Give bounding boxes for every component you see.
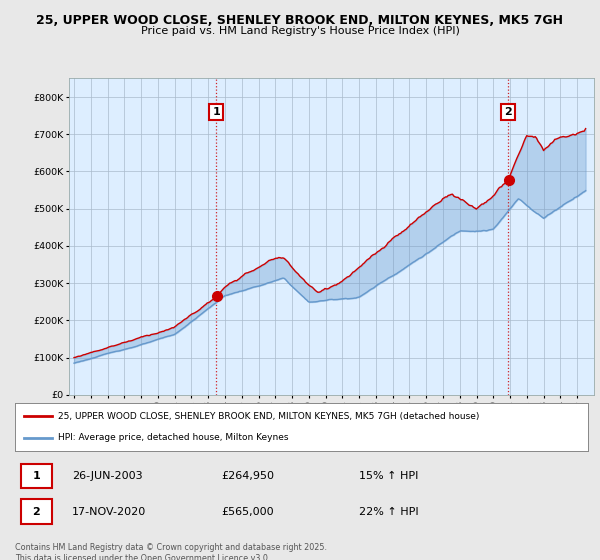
Text: 26-JUN-2003: 26-JUN-2003 <box>73 471 143 481</box>
FancyBboxPatch shape <box>21 500 52 524</box>
FancyBboxPatch shape <box>21 464 52 488</box>
Text: 22% ↑ HPI: 22% ↑ HPI <box>359 507 418 517</box>
Text: 2: 2 <box>504 106 512 116</box>
Text: 25, UPPER WOOD CLOSE, SHENLEY BROOK END, MILTON KEYNES, MK5 7GH: 25, UPPER WOOD CLOSE, SHENLEY BROOK END,… <box>37 14 563 27</box>
Text: 1: 1 <box>32 471 40 481</box>
Text: 2: 2 <box>32 507 40 517</box>
Text: Contains HM Land Registry data © Crown copyright and database right 2025.
This d: Contains HM Land Registry data © Crown c… <box>15 543 327 560</box>
Text: 17-NOV-2020: 17-NOV-2020 <box>73 507 146 517</box>
Text: £264,950: £264,950 <box>221 471 274 481</box>
Text: HPI: Average price, detached house, Milton Keynes: HPI: Average price, detached house, Milt… <box>58 433 289 442</box>
Text: 25, UPPER WOOD CLOSE, SHENLEY BROOK END, MILTON KEYNES, MK5 7GH (detached house): 25, UPPER WOOD CLOSE, SHENLEY BROOK END,… <box>58 412 479 421</box>
Text: 15% ↑ HPI: 15% ↑ HPI <box>359 471 418 481</box>
Text: £565,000: £565,000 <box>221 507 274 517</box>
Text: 1: 1 <box>212 106 220 116</box>
Text: Price paid vs. HM Land Registry's House Price Index (HPI): Price paid vs. HM Land Registry's House … <box>140 26 460 36</box>
